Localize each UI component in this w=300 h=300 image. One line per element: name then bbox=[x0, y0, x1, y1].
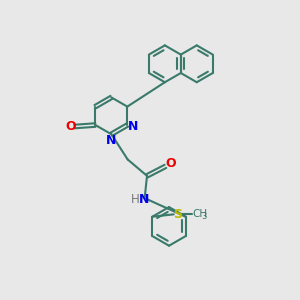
Text: N: N bbox=[106, 134, 116, 147]
Text: O: O bbox=[65, 120, 76, 133]
Text: O: O bbox=[165, 158, 176, 170]
Text: S: S bbox=[173, 208, 182, 221]
Text: N: N bbox=[139, 193, 149, 206]
Text: N: N bbox=[128, 120, 138, 133]
Text: H: H bbox=[130, 193, 139, 206]
Text: 3: 3 bbox=[201, 212, 206, 220]
Text: CH: CH bbox=[193, 209, 208, 219]
